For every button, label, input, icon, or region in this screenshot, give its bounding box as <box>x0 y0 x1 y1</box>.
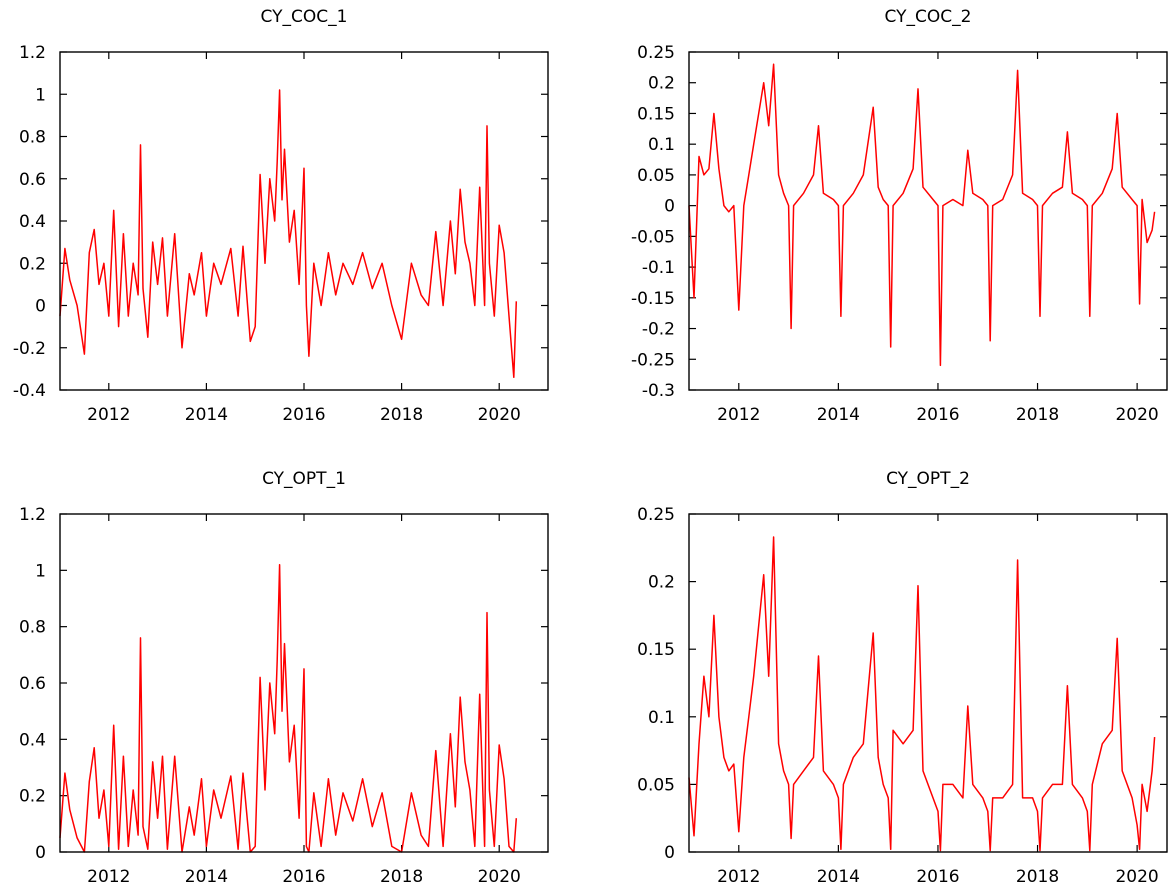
chart-panel-cy-opt-2: CY_OPT_2 0 0.05 0.1 0.15 0.2 0.25 2012 2014 2016 2… <box>637 469 1168 887</box>
chart-title: CY_OPT_2 <box>886 469 970 489</box>
x-tick-label: 2020 <box>1115 867 1158 887</box>
y-tick-label: 0.2 <box>19 787 46 807</box>
y-tick-label: 0.1 <box>648 135 675 155</box>
x-tick-label: 2014 <box>185 405 228 425</box>
chart-title: CY_OPT_1 <box>262 469 346 489</box>
y-tick-label: -0.4 <box>13 381 46 401</box>
x-tick-label: 2012 <box>717 405 760 425</box>
y-tick-label: 0.2 <box>648 74 675 94</box>
y-tick-label: 0.05 <box>637 775 675 795</box>
chart-title: CY_COC_2 <box>885 7 972 27</box>
y-tick-label: 1.2 <box>19 505 46 525</box>
y-tick-label: 0.25 <box>637 505 675 525</box>
y-tick-label: -0.05 <box>631 227 675 247</box>
chart-panel-cy-opt-1: CY_OPT_1 0 0.2 0.4 0.6 0.8 1 1.2 2012 2014 2016 201… <box>19 469 549 887</box>
x-tick-label: 2020 <box>1115 405 1158 425</box>
y-tick-label: 0.8 <box>19 128 46 148</box>
x-tick-label: 2018 <box>380 867 423 887</box>
y-tick-label: -0.25 <box>631 350 675 370</box>
x-tick-label: 2012 <box>87 405 130 425</box>
x-tick-label: 2012 <box>87 867 130 887</box>
y-tick-label: -0.2 <box>13 339 46 359</box>
y-tick-label: 0 <box>35 297 46 317</box>
y-tick-label: 1.2 <box>19 43 46 63</box>
x-tick-label: 2014 <box>817 867 860 887</box>
y-tick-label: 0.15 <box>637 640 675 660</box>
x-tick-label: 2018 <box>1016 405 1059 425</box>
y-tick-label: 1 <box>35 85 46 105</box>
x-tick-label: 2020 <box>478 867 521 887</box>
x-tick-label: 2016 <box>916 405 959 425</box>
y-tick-label: 0 <box>664 843 675 863</box>
y-tick-label: 0.2 <box>19 254 46 274</box>
x-tick-label: 2018 <box>380 405 423 425</box>
plot-area-frame <box>688 51 1168 391</box>
y-tick-label: -0.3 <box>642 381 675 401</box>
y-tick-label: 0.8 <box>19 618 46 638</box>
plot-area-frame <box>688 513 1168 853</box>
series-line <box>59 89 518 379</box>
x-tick-label: 2016 <box>282 405 325 425</box>
x-tick-label: 2018 <box>1016 867 1059 887</box>
chart-panel-cy-coc-1: CY_COC_1 -0.4 -0.2 0 0.2 0.4 0.6 0.8 1 1.2 2012 201… <box>13 7 549 425</box>
y-tick-label: 0 <box>35 843 46 863</box>
y-tick-label: 0.25 <box>637 43 675 63</box>
x-tick-label: 2020 <box>478 405 521 425</box>
chart-title: CY_COC_1 <box>261 7 348 27</box>
chart-panel-cy-coc-2: CY_COC_2 -0.3 -0.25 -0.2 -0.15 -0.1 -0.05 0 0.05… <box>631 7 1168 425</box>
y-tick-label: 0.15 <box>637 104 675 124</box>
series-line <box>59 563 518 853</box>
x-tick-label: 2014 <box>817 405 860 425</box>
y-tick-label: 0.1 <box>648 708 675 728</box>
y-tick-label: 0.4 <box>19 212 46 232</box>
y-tick-label: -0.15 <box>631 289 675 309</box>
plot-area-frame <box>59 51 549 391</box>
x-tick-label: 2016 <box>282 867 325 887</box>
y-tick-label: 0.6 <box>19 674 46 694</box>
y-tick-label: 0.6 <box>19 170 46 190</box>
y-tick-label: 0.05 <box>637 166 675 186</box>
x-tick-label: 2014 <box>185 867 228 887</box>
y-tick-label: -0.1 <box>642 258 675 278</box>
y-tick-label: 0.4 <box>19 730 46 750</box>
y-tick-label: 0 <box>664 197 675 217</box>
series-line <box>688 63 1156 367</box>
x-tick-label: 2016 <box>916 867 959 887</box>
y-tick-label: 1 <box>35 561 46 581</box>
series-line <box>688 536 1156 852</box>
y-tick-label: -0.2 <box>642 320 675 340</box>
plot-area-frame <box>59 513 549 853</box>
x-tick-label: 2012 <box>717 867 760 887</box>
y-tick-label: 0.2 <box>648 573 675 593</box>
